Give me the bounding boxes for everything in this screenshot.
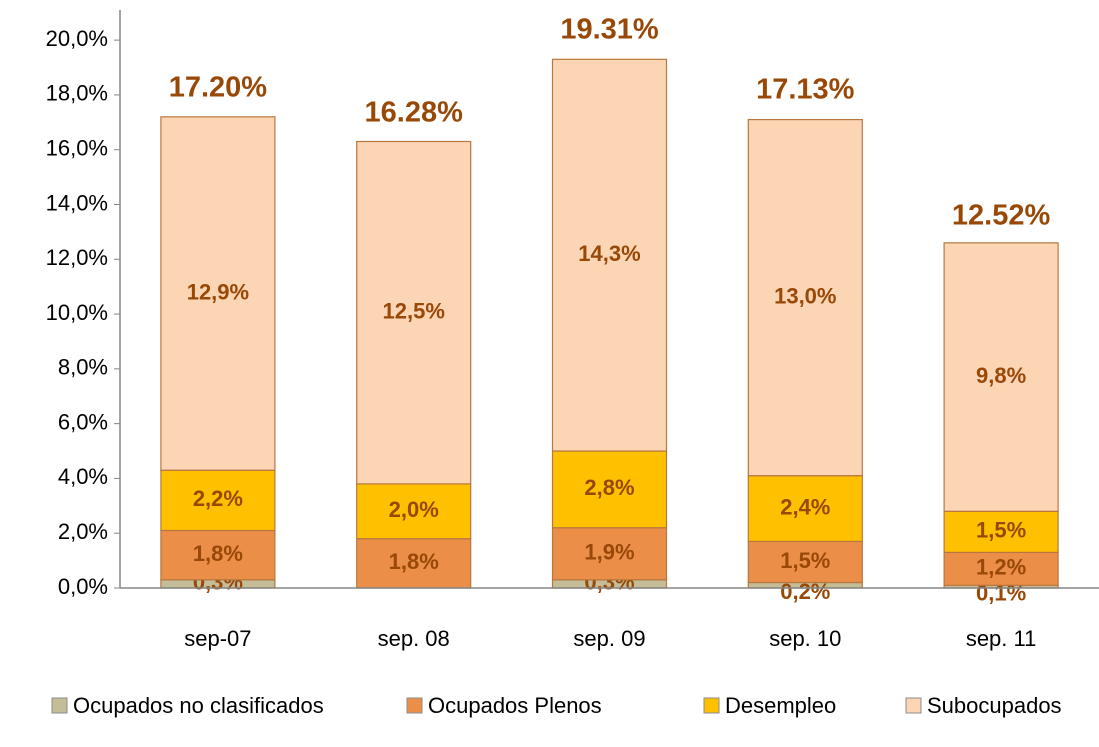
legend-label: Ocupados no clasificados bbox=[73, 693, 324, 718]
data-label: 2,4% bbox=[780, 494, 830, 519]
bar-segment bbox=[160, 529, 276, 581]
data-label: 1,8% bbox=[193, 541, 243, 566]
y-tick-label: 2,0% bbox=[58, 519, 108, 544]
y-tick-label: 16,0% bbox=[46, 136, 108, 161]
data-label: 13,0% bbox=[774, 283, 836, 308]
data-label: 2,0% bbox=[389, 497, 439, 522]
x-tick-label: sep. 10 bbox=[769, 626, 841, 651]
data-label: 1,9% bbox=[584, 540, 634, 565]
y-tick-label: 10,0% bbox=[46, 300, 108, 325]
bar-segment bbox=[747, 475, 863, 543]
y-tick-label: 14,0% bbox=[46, 190, 108, 215]
data-label: 0,2% bbox=[780, 579, 830, 604]
legend-label: Ocupados Plenos bbox=[428, 693, 602, 718]
legend-swatch bbox=[703, 697, 720, 714]
y-tick-label: 0,0% bbox=[58, 574, 108, 599]
bar-segment bbox=[747, 540, 863, 584]
total-label: 17.20% bbox=[169, 71, 268, 103]
bar-segment bbox=[551, 58, 668, 452]
total-label: 19.31% bbox=[560, 14, 659, 46]
x-tick-label: sep. 11 bbox=[966, 626, 1037, 651]
bar-segment bbox=[160, 469, 276, 532]
bar-segment bbox=[943, 510, 1059, 553]
bar-segment bbox=[943, 551, 1059, 586]
legend-swatch bbox=[406, 697, 423, 714]
x-tick-label: sep. 08 bbox=[378, 626, 450, 651]
legend-label: Subocupados bbox=[927, 693, 1062, 718]
bar-segment bbox=[356, 483, 472, 540]
x-tick-label: sep. 09 bbox=[573, 626, 645, 651]
data-label: 9,8% bbox=[976, 363, 1026, 388]
y-tick-label: 8,0% bbox=[58, 355, 108, 380]
x-tick-label: sep-07 bbox=[184, 626, 251, 651]
data-label: 1,2% bbox=[976, 555, 1026, 580]
y-tick-label: 6,0% bbox=[58, 409, 108, 434]
bar-segment bbox=[356, 538, 472, 589]
legend-swatch bbox=[51, 697, 68, 714]
data-label: 2,8% bbox=[584, 475, 634, 500]
data-label: 1,8% bbox=[389, 549, 439, 574]
y-tick-label: 20,0% bbox=[46, 26, 108, 51]
legend-swatch bbox=[905, 697, 922, 714]
total-label: 12.52% bbox=[952, 200, 1051, 232]
bar-segment bbox=[160, 116, 276, 471]
data-label: 14,3% bbox=[578, 241, 640, 266]
data-label: 1,5% bbox=[976, 518, 1026, 543]
data-label: 2,2% bbox=[193, 486, 243, 511]
bar-segment bbox=[551, 450, 668, 529]
bar-segment bbox=[943, 242, 1059, 512]
y-tick-label: 4,0% bbox=[58, 464, 108, 489]
total-label: 17.13% bbox=[756, 73, 855, 105]
legend-label: Desempleo bbox=[725, 693, 836, 718]
bar-segment bbox=[747, 118, 863, 477]
y-tick-label: 12,0% bbox=[46, 245, 108, 270]
y-tick-label: 18,0% bbox=[46, 81, 108, 106]
total-label: 16.28% bbox=[365, 97, 464, 129]
data-label: 1,5% bbox=[780, 548, 830, 573]
data-label: 12,5% bbox=[383, 299, 445, 324]
bar-segment bbox=[356, 140, 472, 485]
bar-segment bbox=[551, 527, 668, 581]
data-label: 12,9% bbox=[187, 279, 249, 304]
